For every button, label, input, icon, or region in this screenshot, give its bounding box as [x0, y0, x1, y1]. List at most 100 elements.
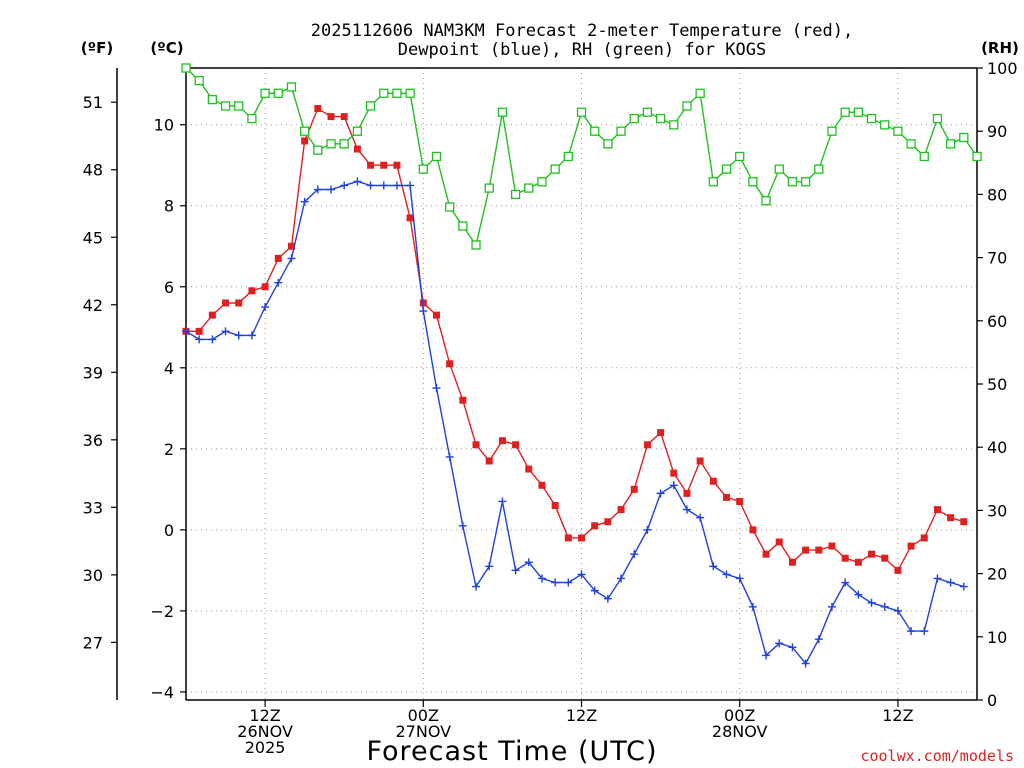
temperature-point — [578, 534, 585, 542]
temperature-point — [815, 546, 823, 554]
temperature-point — [933, 506, 941, 514]
dewpoint-point — [327, 185, 336, 194]
rh-point — [945, 139, 956, 149]
dewpoint-point — [445, 452, 454, 461]
rh-point — [313, 145, 323, 155]
rh-point — [906, 139, 916, 149]
x-tick-label: 12Z — [249, 706, 280, 725]
x-tick-label: 28NOV — [712, 722, 768, 741]
x-tick-label: 00Z — [724, 706, 755, 725]
dewpoint-point — [788, 643, 797, 652]
dewpoint-point — [208, 335, 217, 344]
dewpoint-point — [959, 582, 968, 591]
temperature-point — [749, 526, 757, 534]
rh-point — [932, 113, 943, 124]
rh-tick-label: 20 — [987, 565, 1007, 584]
dewpoint-point — [630, 550, 639, 559]
dewpoint-point — [643, 525, 652, 534]
dewpoint-point — [419, 307, 428, 316]
rh-point — [260, 88, 270, 98]
dewpoint-point — [392, 181, 401, 190]
fahrenheit-tick-label: 30 — [83, 566, 103, 585]
temperature-point — [235, 299, 243, 307]
dewpoint-point — [762, 651, 771, 660]
temperature-point — [920, 534, 928, 542]
dewpoint-point — [603, 594, 612, 603]
rh-point — [853, 107, 863, 117]
rh-point — [774, 164, 784, 174]
temperature-point — [723, 493, 731, 501]
rh-point — [458, 221, 468, 231]
rh-point — [814, 164, 824, 174]
dewpoint-point — [656, 489, 665, 498]
fahrenheit-tick-label: 51 — [83, 93, 103, 112]
dewpoint-point — [748, 602, 757, 611]
rh-point — [603, 139, 613, 149]
temperature-point — [828, 542, 836, 550]
dewpoint-point — [735, 574, 744, 583]
celsius-axis-label: (ºC) — [150, 39, 183, 57]
temperature-point — [775, 538, 783, 546]
data-series — [181, 63, 982, 668]
celsius-tick-label: 4 — [164, 359, 174, 378]
dewpoint-point — [801, 659, 810, 668]
rh-point — [550, 164, 560, 174]
dewpoint-point — [472, 582, 481, 591]
temperature-point — [512, 441, 520, 449]
x-tick-label: 00Z — [408, 706, 439, 725]
dewpoint-point — [379, 181, 388, 190]
temperature-point — [551, 502, 559, 510]
temperature-point — [736, 497, 744, 505]
temperature-point — [261, 283, 269, 291]
dewpoint-point — [274, 278, 283, 287]
temperature-point — [670, 469, 678, 477]
temperature-point — [406, 214, 414, 222]
x-axis-title: Forecast Time (UTC) — [366, 736, 657, 767]
dewpoint-point — [920, 627, 929, 636]
fahrenheit-tick-label: 36 — [83, 431, 103, 450]
temperature-point — [525, 465, 533, 473]
temperature-point — [947, 514, 955, 522]
temperature-point — [643, 441, 651, 449]
dewpoint-point — [537, 574, 546, 583]
dewpoint-point — [511, 566, 520, 575]
series-rh — [181, 63, 982, 250]
dewpoint-point — [221, 327, 230, 336]
rh-point — [207, 94, 218, 105]
rh-tick-label: 40 — [987, 438, 1007, 457]
rh-point — [405, 88, 415, 98]
dewpoint-point — [854, 590, 863, 599]
fahrenheit-tick-label: 48 — [83, 161, 103, 180]
temperature-line — [186, 107, 965, 572]
rh-point — [220, 101, 231, 111]
rh-point — [972, 151, 982, 162]
dewpoint-point — [880, 602, 889, 611]
rh-point — [273, 88, 283, 98]
temperature-point — [894, 566, 902, 574]
rh-point — [379, 88, 389, 98]
dewpoint-point — [366, 181, 375, 190]
rh-point — [537, 177, 547, 187]
gridlines — [186, 68, 977, 700]
rh-point — [339, 139, 349, 149]
temperature-point — [485, 457, 493, 465]
dewpoint-point — [340, 181, 349, 190]
rh-point — [484, 183, 494, 193]
fahrenheit-tick-label: 39 — [83, 363, 103, 382]
dewpoint-point — [353, 177, 362, 186]
temperature-point — [683, 489, 691, 497]
rh-point — [510, 189, 521, 200]
rh-point — [827, 126, 837, 136]
rh-point — [919, 151, 929, 162]
dewpoint-line — [185, 180, 965, 665]
rh-point — [326, 139, 336, 149]
dewpoint-point — [300, 197, 309, 206]
temperature-point — [802, 546, 810, 554]
rh-point — [576, 107, 587, 117]
dewpoint-point — [841, 578, 850, 587]
temperature-point — [459, 396, 467, 404]
rh-tick-label: 70 — [987, 249, 1007, 268]
series-dewpoint — [182, 177, 968, 668]
